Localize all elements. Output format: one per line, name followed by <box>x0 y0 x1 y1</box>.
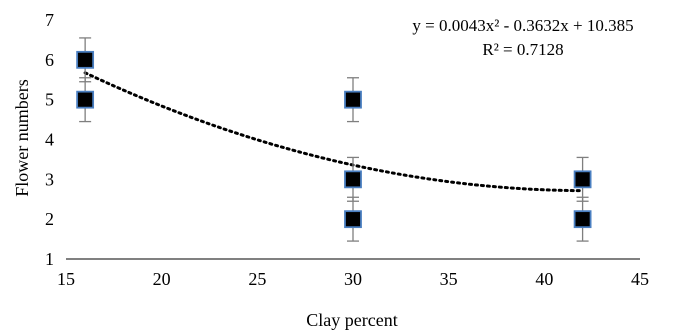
data-point <box>76 37 95 83</box>
x-axis-label: Clay percent <box>306 310 397 330</box>
trendline <box>83 71 585 193</box>
x-tick-label: 45 <box>631 269 649 289</box>
square-marker <box>344 210 362 229</box>
y-tick-label: 7 <box>45 10 54 30</box>
y-tick-label: 6 <box>45 50 54 70</box>
x-axis-ticks: 15 20 25 30 35 40 45 <box>57 269 649 289</box>
x-tick-label: 20 <box>153 269 171 289</box>
y-axis-label: Flower numbers <box>12 79 32 196</box>
y-axis-ticks: 1 2 3 4 5 6 7 <box>45 10 54 269</box>
data-point <box>76 77 95 123</box>
y-tick-label: 3 <box>45 169 54 189</box>
square-marker <box>344 170 362 189</box>
trendline-equation: y = 0.0043x² - 0.3632x + 10.385 <box>412 16 633 35</box>
square-marker <box>573 210 592 229</box>
x-tick-label: 25 <box>248 269 266 289</box>
data-point <box>344 196 362 242</box>
square-marker <box>573 170 592 189</box>
x-tick-label: 35 <box>440 269 458 289</box>
y-tick-label: 1 <box>45 249 54 269</box>
r-squared-label: R² = 0.7128 <box>482 40 563 59</box>
data-point <box>573 196 592 242</box>
x-tick-label: 30 <box>344 269 362 289</box>
y-tick-label: 2 <box>45 209 54 229</box>
x-tick-label: 15 <box>57 269 75 289</box>
data-point <box>344 156 362 202</box>
y-tick-label: 5 <box>45 90 54 110</box>
square-marker <box>76 50 95 69</box>
square-marker <box>76 90 95 109</box>
y-tick-label: 4 <box>45 130 54 150</box>
data-point <box>344 77 362 123</box>
square-marker <box>344 90 362 109</box>
data-point <box>573 156 592 202</box>
data-points <box>76 37 592 242</box>
x-tick-label: 40 <box>535 269 553 289</box>
